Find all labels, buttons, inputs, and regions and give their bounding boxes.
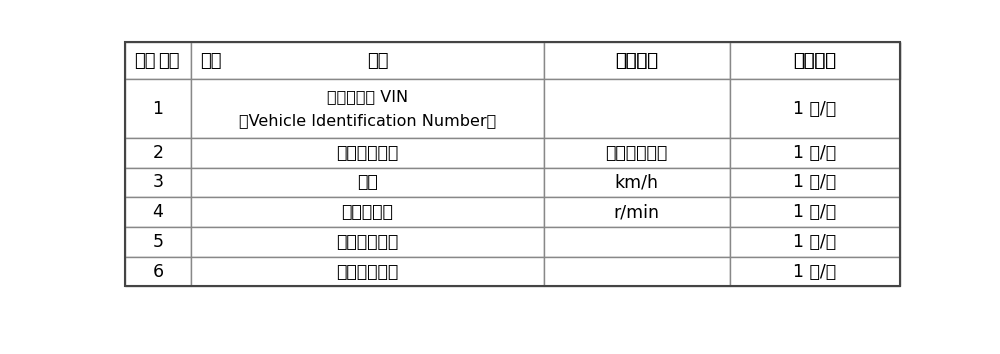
Text: 3: 3	[152, 173, 163, 192]
Bar	[125, 227, 191, 257]
Text: 项次: 项次	[367, 52, 389, 70]
Bar	[125, 197, 191, 227]
Bar	[125, 42, 191, 79]
Bar	[125, 42, 191, 79]
Text: 车速: 车速	[357, 173, 378, 192]
Bar	[544, 197, 730, 227]
Bar	[191, 227, 544, 257]
Bar	[544, 227, 730, 257]
Bar	[730, 42, 900, 79]
Text: 5: 5	[152, 233, 163, 251]
Bar	[191, 197, 544, 227]
Bar	[544, 257, 730, 286]
Bar	[730, 138, 900, 167]
Bar	[730, 79, 900, 138]
Bar	[544, 138, 730, 167]
Text: 数据产生时间: 数据产生时间	[336, 144, 398, 162]
Text: r/min: r/min	[614, 203, 660, 221]
Text: 1 次/秒: 1 次/秒	[793, 263, 836, 281]
Text: 序号: 序号	[134, 52, 156, 70]
Bar	[191, 167, 544, 197]
Bar	[125, 42, 900, 286]
Bar	[125, 257, 191, 286]
Text: 1 次/秒: 1 次/秒	[793, 203, 836, 221]
Bar	[730, 167, 900, 197]
Bar	[730, 227, 900, 257]
Text: 项次: 项次	[200, 52, 222, 70]
Text: 采集频率: 采集频率	[793, 52, 836, 70]
Bar	[125, 167, 191, 197]
Text: 1: 1	[152, 99, 163, 118]
Text: 年月日时分秒: 年月日时分秒	[605, 144, 668, 162]
Bar	[730, 197, 900, 227]
Text: 1 次/秒: 1 次/秒	[793, 173, 836, 192]
Bar	[191, 42, 544, 79]
Text: km/h: km/h	[614, 173, 658, 192]
Bar	[191, 79, 544, 138]
Text: 发动机转速: 发动机转速	[341, 203, 393, 221]
Text: 序号: 序号	[158, 52, 179, 70]
Bar	[191, 42, 544, 79]
Text: 1 次/秒: 1 次/秒	[793, 233, 836, 251]
Bar	[191, 138, 544, 167]
Text: 车辆识别码 VIN
（Vehicle Identification Number）: 车辆识别码 VIN （Vehicle Identification Number…	[239, 89, 496, 129]
Text: 数据单位: 数据单位	[615, 52, 658, 70]
Text: 2: 2	[152, 144, 163, 162]
Bar	[125, 79, 191, 138]
Text: 数据单位: 数据单位	[615, 52, 658, 70]
Bar	[544, 167, 730, 197]
Bar	[544, 42, 730, 79]
Bar	[191, 257, 544, 286]
Text: 油门踏板位置: 油门踏板位置	[336, 233, 398, 251]
Bar	[125, 138, 191, 167]
Bar	[730, 257, 900, 286]
Bar	[544, 42, 730, 79]
Text: 1 次/秒: 1 次/秒	[793, 99, 836, 118]
Text: 1 次/秒: 1 次/秒	[793, 144, 836, 162]
Text: 4: 4	[152, 203, 163, 221]
Bar	[544, 79, 730, 138]
Text: 采集频率: 采集频率	[793, 52, 836, 70]
Bar	[730, 42, 900, 79]
Text: 空调开关状态: 空调开关状态	[336, 263, 398, 281]
Text: 6: 6	[152, 263, 164, 281]
